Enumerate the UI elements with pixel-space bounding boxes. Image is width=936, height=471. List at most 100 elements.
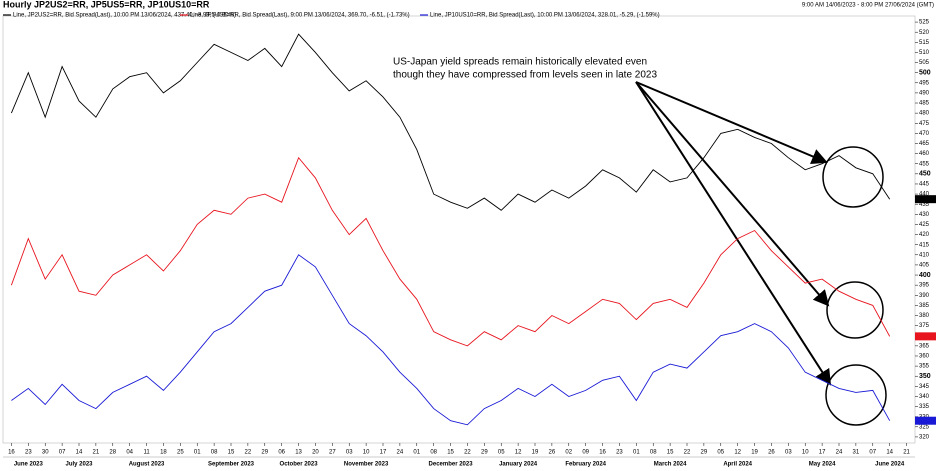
plot-frame — [2, 15, 916, 444]
x-tick-label: 10 — [802, 450, 809, 456]
month-label: September 2023 — [208, 462, 255, 468]
month-label: May 2024 — [809, 462, 836, 468]
x-tick-label: 12 — [515, 450, 522, 456]
y-tick-label: 410 — [919, 252, 930, 258]
y-tick-label: 365 — [919, 343, 930, 349]
x-tick-label: 10 — [363, 450, 370, 456]
y-tick-label: 445 — [919, 182, 930, 188]
y-tick-label: 340 — [919, 394, 930, 400]
series-line — [10, 33, 891, 211]
month-label: November 2023 — [344, 462, 389, 468]
arrows — [635, 81, 832, 386]
x-tick-label: 22 — [684, 450, 691, 456]
y-tick-label: 395 — [919, 283, 930, 289]
x-tick-label: 14 — [76, 450, 83, 456]
x-tick-label: 09 — [582, 450, 589, 456]
x-tick-label: 01 — [194, 450, 201, 456]
y-tick-label: 380 — [919, 313, 930, 319]
month-label: July 2023 — [65, 462, 93, 468]
y-tick-label: 490 — [919, 90, 930, 96]
y-tick-label: 350 — [919, 373, 931, 380]
x-tick-label: 26 — [768, 450, 775, 456]
x-tick-label: 29 — [261, 450, 268, 456]
y-tick-label: 525 — [919, 20, 930, 26]
y-tick-label: 390 — [919, 293, 930, 299]
x-tick-label: 11 — [143, 450, 150, 456]
y-tick-label: 355 — [919, 364, 930, 370]
x-tick-label: 31 — [853, 450, 860, 456]
last-value-label: 437.49 — [917, 197, 936, 203]
x-tick-label: 29 — [481, 450, 488, 456]
arrow — [635, 81, 828, 164]
y-tick-label: 345 — [919, 384, 930, 390]
y-tick-label: 440 — [919, 192, 930, 198]
circle — [825, 364, 887, 426]
annotation: though they have compressed from levels … — [393, 70, 657, 81]
series-line — [10, 156, 891, 347]
x-tick-label: 21 — [93, 450, 100, 456]
month-label: February 2024 — [565, 462, 606, 468]
x-tick-label: 22 — [245, 450, 252, 456]
x-tick-label: 17 — [380, 450, 387, 456]
legend-label: Line, JP5US5=RR, Bid Spread(Last), 9:00 … — [190, 13, 410, 19]
x-tick-label: 05 — [498, 450, 505, 456]
y-tick-label: 325 — [919, 424, 930, 430]
x-tick-label: 24 — [836, 450, 843, 456]
x-tick-label: 14 — [886, 450, 893, 456]
last-value-box — [915, 416, 936, 425]
x-tick-label: 07 — [59, 450, 66, 456]
y-tick-label: 455 — [919, 161, 930, 167]
y-tick-label: 375 — [919, 323, 930, 329]
circle — [822, 146, 884, 208]
x-tick-label: 19 — [751, 450, 758, 456]
x-tick-label: 03 — [346, 450, 353, 456]
last-value-box — [915, 195, 936, 204]
x-tick-label: 28 — [109, 450, 116, 456]
y-tick-label: 465 — [919, 141, 930, 147]
circle — [826, 281, 884, 339]
x-tick-label: 16 — [8, 450, 15, 456]
x-tick-label: 20 — [312, 450, 319, 456]
circles — [822, 146, 887, 426]
x-tick-label: 17 — [819, 450, 826, 456]
arrow — [635, 81, 830, 307]
x-tick-label: 12 — [734, 450, 741, 456]
x-tick-label: 23 — [25, 450, 32, 456]
y-tick-label: 520 — [919, 30, 930, 36]
month-label: August 2023 — [129, 462, 165, 468]
series-line — [11, 254, 891, 426]
x-tick-label: 03 — [785, 450, 792, 456]
x-tick-label: 15 — [447, 450, 454, 456]
y-tick-label: 320 — [919, 435, 930, 441]
x-tick-label: 01 — [633, 450, 640, 456]
y-tick-label: 335 — [919, 404, 930, 410]
y-tick-label: 510 — [919, 50, 930, 56]
y-tick-label: 425 — [919, 222, 930, 228]
month-label: June 2023 — [14, 462, 44, 468]
x-tick-label: 18 — [160, 450, 167, 456]
x-tick-label: 27 — [329, 450, 336, 456]
x-tick-label: 15 — [228, 450, 235, 456]
x-tick-label: 05 — [717, 450, 724, 456]
x-tick-label: 30 — [42, 450, 49, 456]
y-tick-label: 515 — [919, 40, 930, 46]
chart-title: Hourly JP2US2=RR, JP5US5=RR, JP10US10=RR — [3, 0, 210, 9]
x-tick-label: 21 — [903, 450, 910, 456]
y-tick-label: 475 — [919, 121, 930, 127]
x-tick-label: 01 — [413, 450, 420, 456]
y-tick-label: 435 — [919, 202, 930, 208]
x-tick-label: 06 — [278, 450, 285, 456]
annotation: US-Japan yield spreads remain historical… — [393, 57, 647, 68]
x-tick-label: 07 — [869, 450, 876, 456]
y-tick-label: 430 — [919, 212, 930, 218]
y-tick-label: 480 — [919, 111, 930, 117]
y-tick-label: 405 — [919, 262, 930, 268]
x-tick-label: 19 — [532, 450, 539, 456]
month-label: April 2024 — [723, 462, 752, 468]
y-tick-label: 415 — [919, 242, 930, 248]
x-tick-label: 08 — [211, 450, 218, 456]
legend-label: Line, JP10US10=RR, Bid Spread(Last), 10:… — [430, 13, 660, 19]
x-tick-label: 02 — [565, 450, 572, 456]
x-tick-label: 15 — [667, 450, 674, 456]
